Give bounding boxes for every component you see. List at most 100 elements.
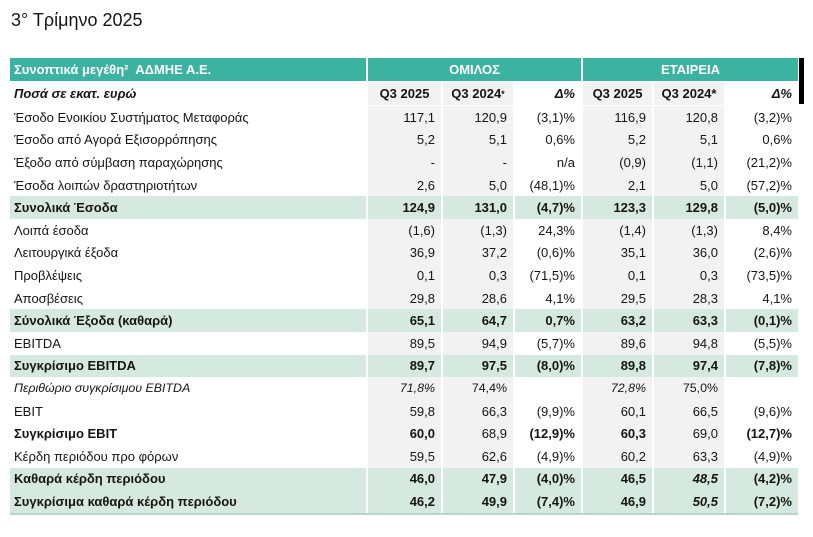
cell-value: (57,2)%	[726, 173, 798, 197]
cell-value: (3,1)%	[515, 106, 581, 129]
cell-value: 117,1	[368, 106, 441, 129]
cell-value: (4,2)%	[726, 467, 798, 491]
cell-value: 129,8	[654, 196, 724, 219]
row-label: Συγκρίσιμο EBITDA	[10, 354, 366, 378]
cell-value: 124,9	[368, 196, 441, 219]
row-label: Συγκρίσιμο EBIT	[14, 426, 118, 442]
cell-value: 36,0	[654, 241, 724, 265]
cell-value: 59,8	[368, 399, 441, 423]
cell-value: (48,1)%	[515, 173, 581, 197]
cell-value: (4,7)%	[515, 196, 581, 219]
table-header-row: Συνοπτικά μεγέθη² ΑΔΜΗΕ Α.Ε. ΟΜΙΛΟΣ ΕΤΑΙ…	[10, 58, 798, 81]
cell-value: 89,7	[368, 354, 441, 378]
cell-value: 63,3	[654, 309, 724, 332]
cell-value: (5,0)%	[726, 196, 798, 219]
table-row: Αποσβέσεις 29,8 28,6 4,1% 29,5 28,3 4,1%	[10, 286, 798, 310]
column-header: Q3 2024*	[654, 82, 724, 105]
cell-value: (4,9)%	[726, 444, 798, 468]
cell-value: (4,0)%	[515, 467, 581, 491]
cell-value: (12,7)%	[726, 422, 798, 445]
cell-value: 4,1%	[515, 286, 581, 310]
cell-value: 75,0%	[654, 377, 724, 400]
cell-value: 69,0	[654, 422, 724, 445]
cell-value: (4,9)%	[515, 444, 581, 468]
row-label: Συνολικά Έσοδα	[10, 196, 366, 219]
cell-value: (2,6)%	[726, 241, 798, 265]
row-label: EBIT	[14, 403, 43, 419]
table-row: Σύνολικά Έξοδα (καθαρά) 65,1 64,7 0,7% 63,2 6…	[10, 309, 798, 332]
table-row: Καθαρά κέρδη περιόδου 46,0 47,9 (4,0)% 46,5 4…	[10, 467, 798, 491]
cell-value: 65,1	[368, 309, 441, 332]
row-label: EBITDA	[14, 335, 61, 351]
page: 3° Τρίμηνο 2025 Συνοπτικά μεγέθη² ΑΔΜΗΕ …	[0, 10, 813, 515]
cell-value: 29,8	[368, 286, 441, 310]
cell-value: -	[443, 151, 513, 174]
cell-value: 46,0	[368, 467, 441, 491]
table-row: Έσοδο από Αγορά Εξισορρόπησης 5,2 5,1 0,6% 5…	[10, 128, 798, 152]
cell-value: 64,7	[443, 309, 513, 332]
cell-value: 37,2	[443, 241, 513, 265]
row-label: Κέρδη περιόδου προ φόρων	[14, 448, 179, 464]
row-label: Αποσβέσεις	[14, 290, 83, 306]
cell-value: (5,5)%	[726, 331, 798, 355]
cell-value: (21,2)%	[726, 151, 798, 174]
table-row: Έξοδο από σύμβαση παραχώρησης - - n/a (0,9)(…	[10, 151, 798, 174]
cell-value: (7,2)%	[726, 490, 798, 513]
row-label: Καθαρά κέρδη περιόδου	[10, 467, 366, 491]
cell-value: 0,1	[583, 264, 652, 287]
column-header: Δ%	[771, 86, 792, 101]
cell-value: 0,7%	[515, 309, 581, 332]
table-body: Έσοδο Ενοικίου Συστήματος Μεταφοράς 117,1…	[10, 106, 798, 513]
row-label: Έσοδα λοιπών δραστηριοτήτων	[14, 177, 198, 193]
header-edge-bar	[799, 58, 804, 104]
cell-value: 5,2	[368, 128, 441, 152]
cell-value: (9,6)%	[726, 399, 798, 423]
table-row: Συγκρίσιμο EBIT 60,0 68,9 (12,9)% 60,3 69,0 (1…	[10, 422, 798, 445]
financial-summary-table: Συνοπτικά μεγέθη² ΑΔΜΗΕ Α.Ε. ΟΜΙΛΟΣ ΕΤΑΙ…	[10, 58, 804, 515]
row-label: Σύνολικά Έξοδα (καθαρά)	[10, 309, 366, 332]
table-row: Λειτουργικά έξοδα 36,9 37,2 (0,6)% 35,1 36,0(…	[10, 241, 798, 265]
cell-value: 116,9	[583, 106, 652, 129]
cell-value: 60,2	[583, 444, 652, 468]
cell-value	[726, 377, 798, 400]
cell-value: (7,8)%	[726, 354, 798, 378]
cell-value: 97,4	[654, 354, 724, 378]
cell-value: 60,0	[368, 422, 441, 445]
cell-value: (7,4)%	[515, 490, 581, 513]
row-label: Συγκρίσιμα καθαρά κέρδη περιόδου	[10, 490, 366, 513]
cell-value	[515, 377, 581, 400]
cell-value: 5,0	[654, 173, 724, 197]
cell-value: 28,6	[443, 286, 513, 310]
cell-value: (8,0)%	[515, 354, 581, 378]
cell-value: 66,3	[443, 399, 513, 423]
cell-value: 29,5	[583, 286, 652, 310]
cell-value: (0,9)	[583, 151, 652, 174]
table-row: Συγκρίσιμο EBITDA 89,7 97,5 (8,0)% 89,8 97,4(…	[10, 354, 798, 378]
column-header: Q3 2025	[368, 82, 441, 105]
cell-value: 94,8	[654, 331, 724, 355]
cell-value: 120,8	[654, 106, 724, 129]
table-row: Συγκρίσιμα καθαρά κέρδη περιόδου 46,2 49,9…	[10, 490, 798, 513]
cell-value: 48,5	[654, 467, 724, 491]
table-subheader-row: Ποσά σε εκατ. ευρώ Q3 2025 Q3 2024 * Δ% Q3 2…	[10, 82, 798, 105]
cell-value: 5,1	[443, 128, 513, 152]
cell-value: 63,3	[654, 444, 724, 468]
cell-value: 46,9	[583, 490, 652, 513]
cell-value: 24,3%	[515, 218, 581, 242]
cell-value: 5,0	[443, 173, 513, 197]
cell-value: 5,1	[654, 128, 724, 152]
cell-value: (73,5)%	[726, 264, 798, 287]
table-row: EBITDA 89,5 94,9 (5,7)% 89,6 94,8 (5,5)%	[10, 331, 798, 355]
company-header-cell: ΕΤΑΙΡΕΙΑ	[583, 58, 798, 81]
cell-value: -	[368, 151, 441, 174]
table-row: Περιθώριο συγκρίσιμου EBITDA 71,8% 74,4% 72…	[10, 377, 798, 400]
cell-value: (1,3)	[443, 218, 513, 242]
table-row: Κέρδη περιόδου προ φόρων 59,5 62,6 (4,9)% 60…	[10, 444, 798, 468]
cell-value: 49,9	[443, 490, 513, 513]
cell-value: 35,1	[583, 241, 652, 265]
column-header: Q3 2025	[583, 82, 652, 105]
cell-value: 2,6	[368, 173, 441, 197]
cell-value: 89,8	[583, 354, 652, 378]
cell-value: n/a	[515, 151, 581, 174]
cell-value: 97,5	[443, 354, 513, 378]
